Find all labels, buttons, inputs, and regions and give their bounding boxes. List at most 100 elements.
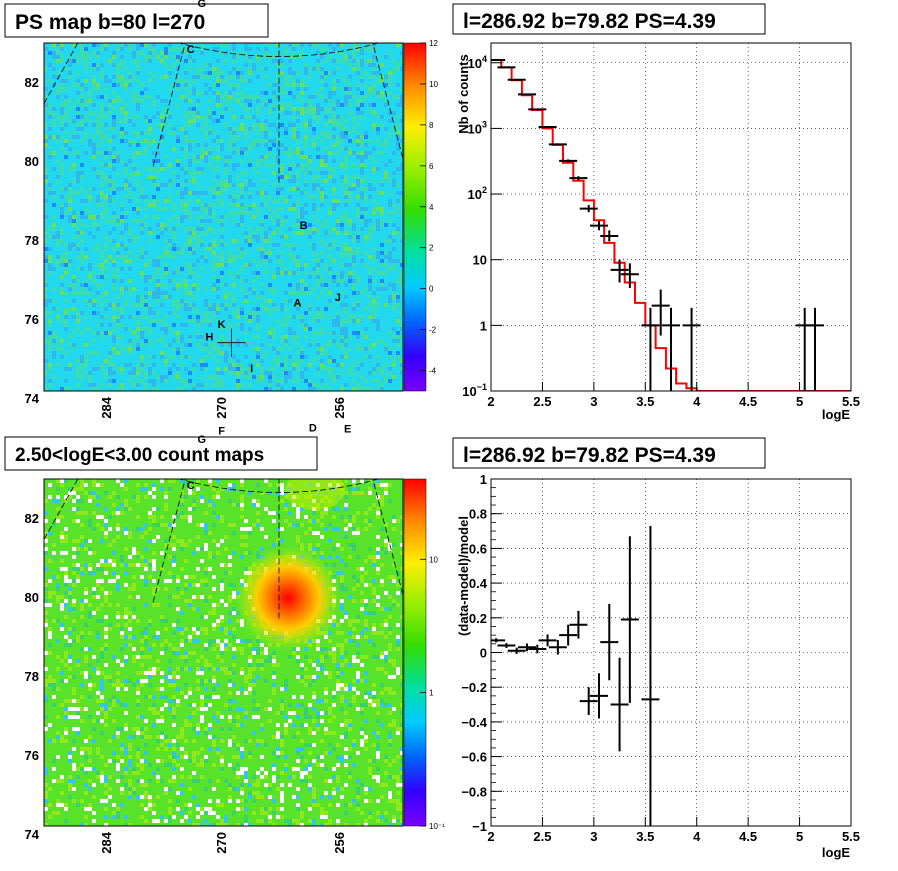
map-cell: [264, 271, 268, 275]
map-cell: [356, 383, 360, 387]
map-cell: [112, 307, 116, 311]
map-cell: [340, 355, 344, 359]
map-cell: [280, 171, 284, 175]
map-cell: [120, 503, 124, 507]
map-cell: [160, 719, 164, 723]
map-cell: [80, 239, 84, 243]
map-cell: [100, 63, 104, 67]
map-cell: [200, 267, 204, 271]
map-cell: [228, 583, 232, 587]
map-cell: [328, 135, 332, 139]
map-cell: [248, 739, 252, 743]
map-cell: [148, 735, 152, 739]
map-cell: [164, 363, 168, 367]
map-cell: [200, 695, 204, 699]
map-cell: [48, 135, 52, 139]
map-cell: [100, 567, 104, 571]
map-cell: [100, 483, 104, 487]
map-cell: [300, 79, 304, 83]
map-cell: [380, 367, 384, 371]
map-cell: [108, 563, 112, 567]
map-cell: [96, 523, 100, 527]
map-cell: [92, 135, 96, 139]
map-cell: [124, 227, 128, 231]
map-cell: [44, 47, 48, 51]
map-cell: [96, 115, 100, 119]
map-cell: [140, 527, 144, 531]
map-cell: [180, 47, 184, 51]
map-cell: [228, 487, 232, 491]
map-cell: [340, 263, 344, 267]
map-cell: [164, 495, 168, 499]
map-cell: [200, 547, 204, 551]
map-cell: [48, 235, 52, 239]
map-cell: [180, 631, 184, 635]
map-cell: [368, 295, 372, 299]
map-cell: [204, 255, 208, 259]
map-cell: [172, 227, 176, 231]
map-cell: [292, 259, 296, 263]
map-cell: [168, 179, 172, 183]
map-cell: [276, 359, 280, 363]
map-cell: [324, 231, 328, 235]
map-cell: [68, 487, 72, 491]
map-cell: [176, 47, 180, 51]
map-cell: [236, 135, 240, 139]
map-cell: [380, 251, 384, 255]
map-cell: [60, 187, 64, 191]
map-cell: [132, 635, 136, 639]
map-cell: [304, 263, 308, 267]
map-cell: [396, 63, 400, 67]
map-cell: [192, 191, 196, 195]
map-cell: [328, 71, 332, 75]
map-cell: [112, 559, 116, 563]
map-cell: [128, 159, 132, 163]
map-cell: [124, 571, 128, 575]
ps-map-colorbar: [403, 42, 427, 392]
map-cell: [200, 243, 204, 247]
map-cell: [296, 151, 300, 155]
map-cell: [196, 547, 200, 551]
map-cell: [364, 163, 368, 167]
map-cell: [56, 735, 60, 739]
map-cell: [328, 387, 332, 391]
map-cell: [188, 603, 192, 607]
map-cell: [136, 183, 140, 187]
map-cell: [120, 111, 124, 115]
map-cell: [240, 503, 244, 507]
map-cell: [272, 375, 276, 379]
map-cell: [172, 543, 176, 547]
spectrum-xtick-label: 2: [487, 394, 494, 409]
map-cell: [200, 579, 204, 583]
map-cell: [256, 503, 260, 507]
map-cell: [64, 479, 68, 483]
map-cell: [168, 743, 172, 747]
map-cell: [140, 223, 144, 227]
map-cell: [284, 271, 288, 275]
map-cell: [72, 727, 76, 731]
map-cell: [200, 319, 204, 323]
map-cell: [292, 123, 296, 127]
map-cell: [136, 751, 140, 755]
map-cell: [368, 155, 372, 159]
map-cell: [156, 299, 160, 303]
map-cell: [136, 47, 140, 51]
map-cell: [328, 271, 332, 275]
map-cell: [308, 327, 312, 331]
map-cell: [280, 539, 284, 543]
map-cell: [96, 711, 100, 715]
map-cell: [260, 663, 264, 667]
map-cell: [156, 255, 160, 259]
map-cell: [388, 79, 392, 83]
map-cell: [380, 191, 384, 195]
map-cell: [240, 771, 244, 775]
map-cell: [376, 367, 380, 371]
map-cell: [260, 123, 264, 127]
map-cell: [124, 679, 128, 683]
map-cell: [240, 671, 244, 675]
map-cell: [284, 367, 288, 371]
map-cell: [272, 659, 276, 663]
map-cell: [360, 115, 364, 119]
map-cell: [240, 807, 244, 811]
map-y-tick: 76: [25, 312, 39, 327]
